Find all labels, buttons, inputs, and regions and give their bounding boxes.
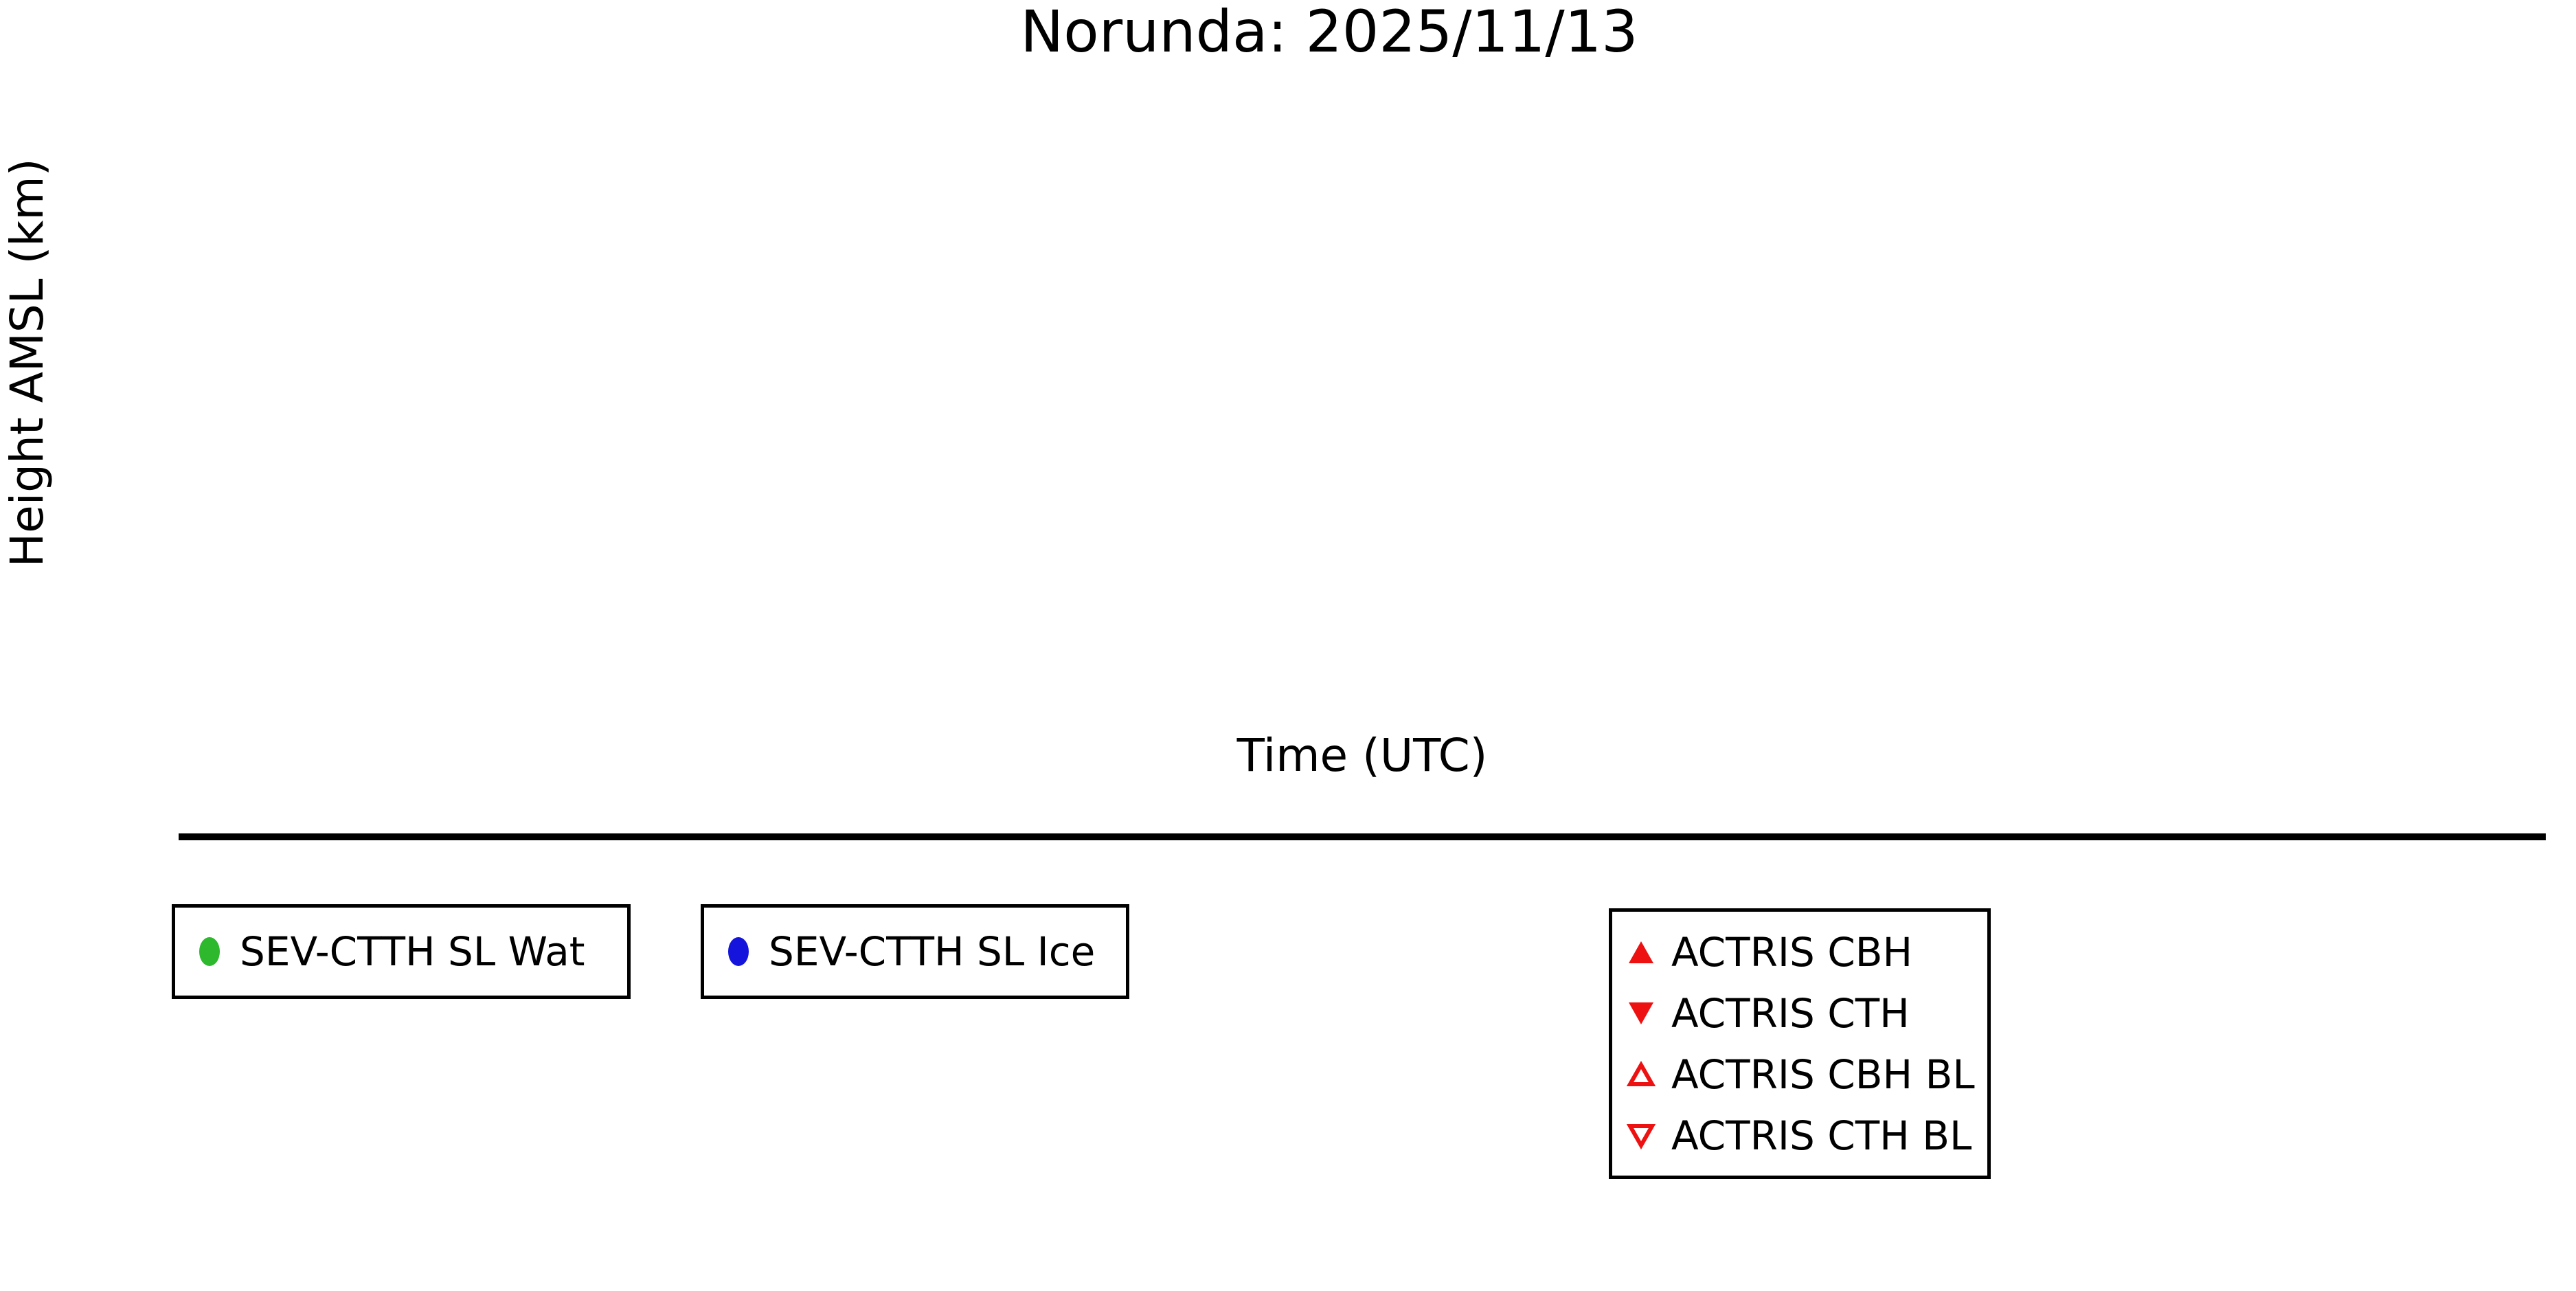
legend-row-cth-bl: ACTRIS CTH BL — [1625, 1112, 1987, 1159]
legend-actris: ACTRIS CBH ACTRIS CTH ACTRIS CBH BL ACTR… — [1609, 908, 1991, 1179]
legend-label-cbh: ACTRIS CBH — [1671, 928, 1913, 976]
blue-dot-icon — [728, 937, 749, 966]
x-axis-label: Time (UTC) — [1236, 729, 1488, 782]
triangle-up-open-icon — [1626, 1060, 1656, 1086]
legend-row-cbh: ACTRIS CBH — [1625, 929, 1987, 976]
legend-label-cbh-bl: ACTRIS CBH BL — [1671, 1051, 1975, 1098]
legend-row-cbh-bl: ACTRIS CBH BL — [1625, 1051, 1987, 1098]
legend-row-cth: ACTRIS CTH — [1625, 990, 1987, 1037]
triangle-down-open-icon — [1626, 1123, 1656, 1149]
legend-label-cth: ACTRIS CTH — [1671, 989, 1910, 1037]
legend-sev-ctth-wat: SEV-CTTH SL Wat — [172, 904, 631, 999]
legend-label-wat: SEV-CTTH SL Wat — [240, 928, 585, 975]
green-dot-icon — [199, 937, 220, 966]
page-title: Norunda: 2025/11/13 — [1020, 0, 1638, 65]
legend-label-cth-bl: ACTRIS CTH BL — [1671, 1112, 1972, 1159]
legend-sev-ctth-ice: SEV-CTTH SL Ice — [701, 904, 1129, 999]
y-axis-label: Height AMSL (km) — [1, 159, 54, 568]
classification-colorbar — [179, 799, 2546, 840]
legend-label-ice: SEV-CTTH SL Ice — [769, 928, 1096, 975]
triangle-down-filled-icon — [1629, 1002, 1653, 1024]
triangle-up-filled-icon — [1629, 941, 1653, 963]
